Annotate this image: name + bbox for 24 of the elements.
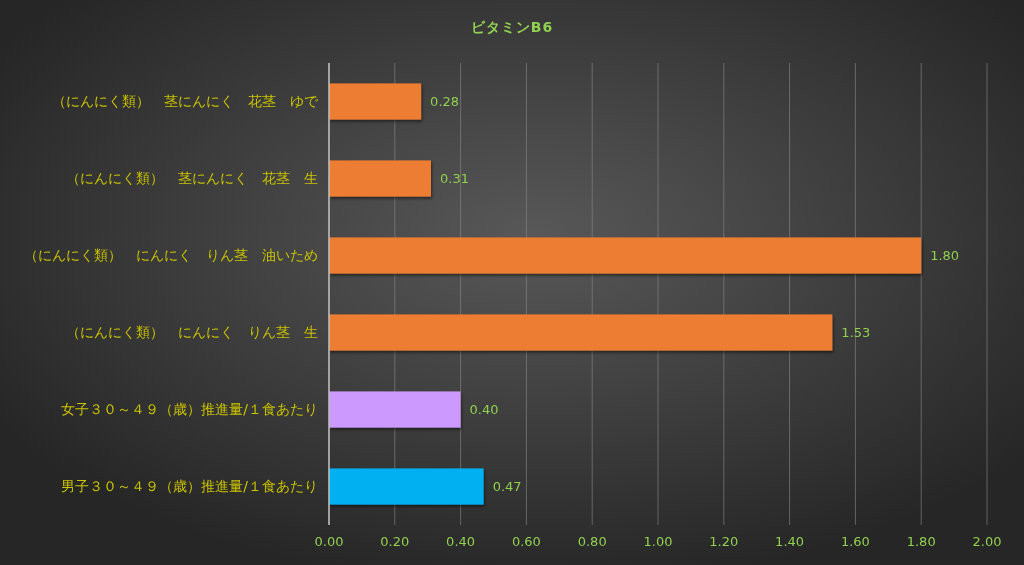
x-tick-label: 0.40 xyxy=(446,534,476,549)
y-tick-label: （にんにく類） にんにく りん茎 生 xyxy=(66,324,318,341)
x-tick-label: 1.00 xyxy=(643,534,673,549)
data-label: 0.40 xyxy=(469,402,499,418)
x-tick-label: 0.60 xyxy=(511,534,541,549)
x-tick-label: 0.00 xyxy=(314,534,344,549)
chart-title: ビタミンB6 xyxy=(470,19,554,35)
data-label: 0.47 xyxy=(492,479,522,495)
y-tick-label: （にんにく類） にんにく りん茎 油いため xyxy=(24,247,318,264)
data-label: 0.31 xyxy=(439,171,469,187)
x-tick-label: 1.40 xyxy=(775,534,805,549)
y-tick-label: 女子３０～４９（歳）推進量/１食あたり xyxy=(61,401,318,418)
data-label: 1.80 xyxy=(930,248,960,264)
x-tick-label: 1.80 xyxy=(906,534,936,549)
x-tick-label: 0.20 xyxy=(380,534,410,549)
x-tick-label: 2.00 xyxy=(972,534,1002,549)
data-label: 1.53 xyxy=(841,325,871,341)
y-tick-label: （にんにく類） 茎にんにく 花茎 ゆで xyxy=(52,93,319,110)
data-label: 0.28 xyxy=(430,94,460,110)
x-tick-label: 0.80 xyxy=(577,534,607,549)
x-tick-label: 1.60 xyxy=(840,534,870,549)
y-tick-label: （にんにく類） 茎にんにく 花茎 生 xyxy=(66,170,318,187)
y-tick-label: 男子３０～４９（歳）推進量/１食あたり xyxy=(61,478,318,495)
x-tick-label: 1.20 xyxy=(709,534,739,549)
